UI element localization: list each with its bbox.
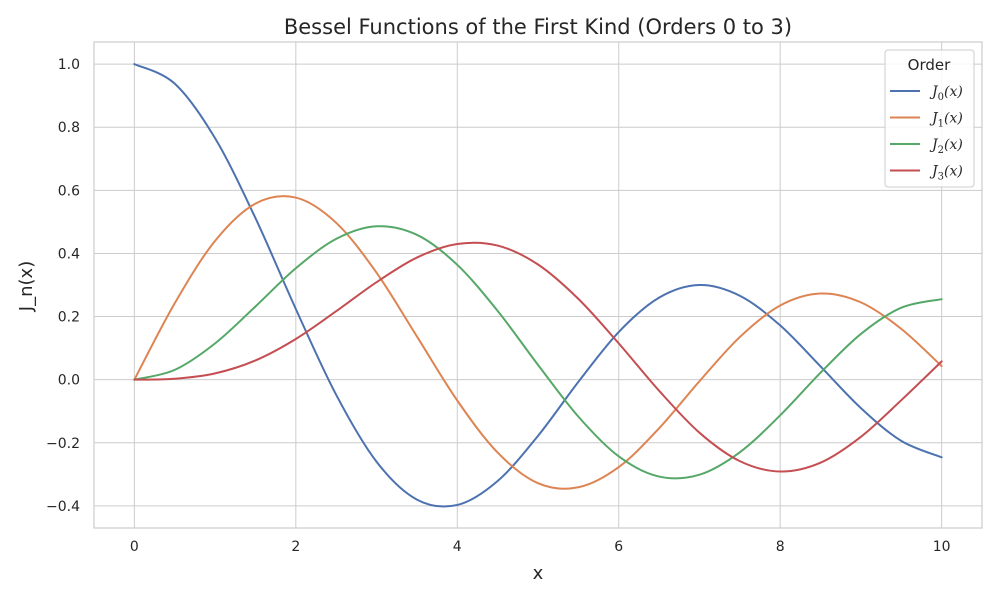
legend-label: J0(x): [929, 84, 963, 103]
x-tick-labels: 0 2 4 6 8 10: [130, 539, 951, 555]
x-tick-label: 4: [453, 539, 462, 555]
legend-label: J1(x): [929, 111, 963, 130]
series-line-j0: [133, 63, 943, 508]
y-tick-label: 0.8: [58, 120, 80, 136]
x-axis-title: x: [533, 563, 544, 584]
x-tick-label: 8: [776, 539, 785, 555]
series-line-j2: [133, 225, 943, 480]
y-tick-label: 0.2: [58, 310, 80, 326]
y-tick-label: −0.4: [46, 499, 80, 515]
series-line-j3: [133, 241, 943, 473]
x-tick-label: 0: [130, 539, 139, 555]
legend-title: Order: [908, 56, 951, 74]
legend-item-j3: J3(x): [890, 164, 963, 183]
y-tick-label: −0.2: [46, 436, 80, 452]
x-tick-label: 6: [614, 539, 623, 555]
y-tick-labels: −0.4 −0.2 0.0 0.2 0.4 0.6 0.8 1.0: [46, 57, 80, 515]
legend-item-j2: J2(x): [890, 137, 963, 156]
y-tick-label: 0.4: [58, 246, 80, 262]
legend-box: [884, 49, 975, 188]
legend-label: J2(x): [929, 137, 963, 156]
y-tick-label: 0.6: [58, 183, 80, 199]
legend-item-j1: J1(x): [890, 111, 963, 130]
grid-lines: [94, 42, 982, 528]
y-axis-title: J_n(x): [16, 261, 37, 312]
y-tick-label: 1.0: [58, 57, 80, 73]
y-tick-label: 0.0: [58, 373, 80, 389]
legend-item-j0: J0(x): [890, 84, 963, 103]
chart-title: Bessel Functions of the First Kind (Orde…: [284, 15, 792, 39]
x-tick-label: 2: [291, 539, 300, 555]
legend: Order J0(x) J1(x) J2(x) J3(x): [884, 49, 975, 188]
plot-frame: [93, 41, 983, 529]
series-line-j1: [133, 195, 943, 490]
x-tick-label: 10: [933, 539, 951, 555]
series-lines: [133, 63, 943, 508]
legend-label: J3(x): [929, 164, 963, 183]
